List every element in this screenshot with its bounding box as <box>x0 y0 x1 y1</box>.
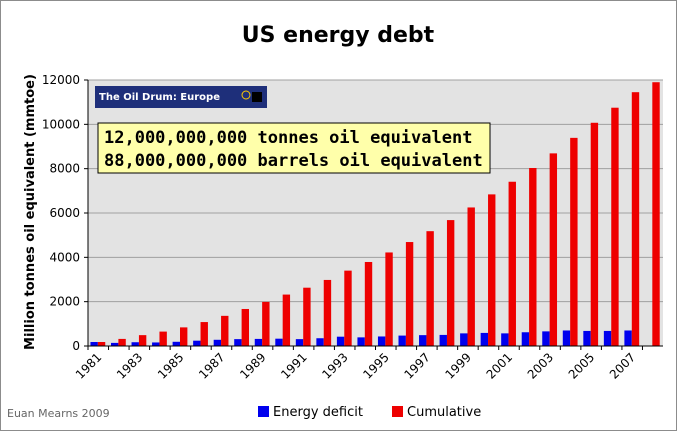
bar-cumulative-2002 <box>529 168 537 346</box>
bar-cumulative-2004 <box>570 137 578 346</box>
x-tick-label: 1991 <box>278 350 309 381</box>
bar-energy-deficit-1988 <box>234 339 242 346</box>
x-tick-label: 1983 <box>114 350 145 381</box>
bar-energy-deficit-1999 <box>460 333 468 346</box>
bar-cumulative-1986 <box>200 322 208 346</box>
bar-energy-deficit-1993 <box>336 336 345 346</box>
bar-energy-deficit-1986 <box>193 340 201 346</box>
logo-text: The Oil Drum: Europe <box>99 92 220 103</box>
bar-cumulative-1982 <box>118 338 126 346</box>
y-axis-ticks: 0 2000 4000 6000 8000 10000 12000 <box>42 73 88 353</box>
x-tick-label: 1999 <box>443 350 474 381</box>
x-tick-label: 1997 <box>401 350 432 381</box>
bar-cumulative-2000 <box>488 194 496 346</box>
eu-stars-icon <box>241 90 251 100</box>
bar-energy-deficit-1982 <box>111 342 119 346</box>
author-credit: Euan Mearns 2009 <box>7 407 110 420</box>
bar-energy-deficit-1987 <box>213 339 222 346</box>
legend-label-energy-deficit: Energy deficit <box>273 405 363 420</box>
y-tick-label: 12000 <box>42 73 80 87</box>
y-axis-label: Million tonnes oil equivalent (mmtoe) <box>23 74 38 350</box>
bar-energy-deficit-1995 <box>377 336 386 346</box>
bar-energy-deficit-1998 <box>439 334 447 346</box>
bar-cumulative-1992 <box>323 279 332 346</box>
bar-cumulative-2007 <box>631 92 640 346</box>
callout-line-1: 12,000,000,000 tonnes oil equivalent <box>104 128 472 148</box>
bar-energy-deficit-2002 <box>521 332 530 346</box>
oil-drum-logo: The Oil Drum: Europe <box>95 86 267 108</box>
bars <box>90 82 660 347</box>
bar-cumulative-1997 <box>426 231 434 346</box>
bar-cumulative-1996 <box>405 242 414 346</box>
y-tick-label: 0 <box>72 339 80 353</box>
bar-cumulative-2008 <box>652 82 660 346</box>
bar-cumulative-1989 <box>262 301 270 346</box>
x-tick-label: 1995 <box>360 350 391 381</box>
bar-energy-deficit-1997 <box>419 335 427 346</box>
bar-energy-deficit-1991 <box>295 339 304 346</box>
bar-energy-deficit-1990 <box>275 338 283 346</box>
callout-background <box>97 122 491 174</box>
bar-cumulative-1995 <box>385 252 393 346</box>
chart-title: US energy debt <box>242 23 435 48</box>
bar-energy-deficit-2005 <box>583 330 591 346</box>
y-tick-label: 10000 <box>42 117 80 131</box>
x-tick-label: 2005 <box>566 350 597 381</box>
bar-cumulative-1985 <box>180 327 188 346</box>
bar-cumulative-2003 <box>549 153 558 346</box>
bar-energy-deficit-1989 <box>254 338 263 346</box>
bar-energy-deficit-2006 <box>603 330 612 346</box>
bar-energy-deficit-1981 <box>90 342 98 346</box>
bar-energy-deficit-2000 <box>480 332 489 346</box>
derrick-icon <box>252 92 262 102</box>
bar-cumulative-1990 <box>282 294 291 346</box>
legend-swatch-energy-deficit <box>258 406 269 417</box>
bar-cumulative-1991 <box>303 287 311 346</box>
bar-energy-deficit-1994 <box>357 337 365 346</box>
x-tick-label: 2003 <box>525 350 556 381</box>
x-tick-label: 1989 <box>237 350 268 381</box>
bar-cumulative-1988 <box>241 308 249 346</box>
x-tick-label: 1987 <box>196 350 227 381</box>
logo-background <box>95 86 267 108</box>
y-tick-label: 4000 <box>49 250 80 264</box>
bar-energy-deficit-2001 <box>501 333 509 346</box>
bar-energy-deficit-2003 <box>542 331 550 346</box>
y-tick-label: 6000 <box>49 206 80 220</box>
legend-swatch-cumulative <box>392 406 403 417</box>
bar-cumulative-1993 <box>344 270 352 346</box>
bar-cumulative-2001 <box>508 181 516 346</box>
bar-energy-deficit-1983 <box>131 342 139 346</box>
y-tick-label: 2000 <box>49 295 80 309</box>
bar-cumulative-2005 <box>590 122 599 346</box>
bar-cumulative-1999 <box>467 207 475 346</box>
y-tick-label: 8000 <box>49 162 80 176</box>
x-tick-label: 1993 <box>319 350 350 381</box>
bar-cumulative-1998 <box>446 220 455 346</box>
callout-line-2: 88,000,000,000 barrels oil equivalent <box>104 151 483 171</box>
bar-cumulative-2006 <box>611 107 619 347</box>
legend: Energy deficit Cumulative <box>258 405 481 420</box>
bar-cumulative-1983 <box>138 335 147 346</box>
x-axis-ticks: 1981 1983 1985 1987 1989 1991 1993 1995 1997 1999… <box>73 346 643 382</box>
bar-energy-deficit-1985 <box>172 341 180 346</box>
bar-energy-deficit-1992 <box>316 338 324 346</box>
bar-energy-deficit-2004 <box>562 330 571 346</box>
callout-box: 12,000,000,000 tonnes oil equivalent 88,… <box>97 122 491 174</box>
bar-cumulative-1994 <box>364 261 373 346</box>
legend-label-cumulative: Cumulative <box>407 405 481 420</box>
x-tick-label: 1985 <box>155 350 186 381</box>
bar-cumulative-1984 <box>159 331 167 346</box>
bar-cumulative-1987 <box>221 315 229 346</box>
bar-energy-deficit-2007 <box>624 330 632 346</box>
x-tick-label: 2001 <box>484 350 515 381</box>
bar-energy-deficit-1984 <box>152 342 160 346</box>
bar-energy-deficit-1996 <box>398 335 406 346</box>
bar-cumulative-1981 <box>97 342 106 346</box>
x-tick-label: 2007 <box>607 350 638 381</box>
x-tick-label: 1981 <box>73 350 104 381</box>
